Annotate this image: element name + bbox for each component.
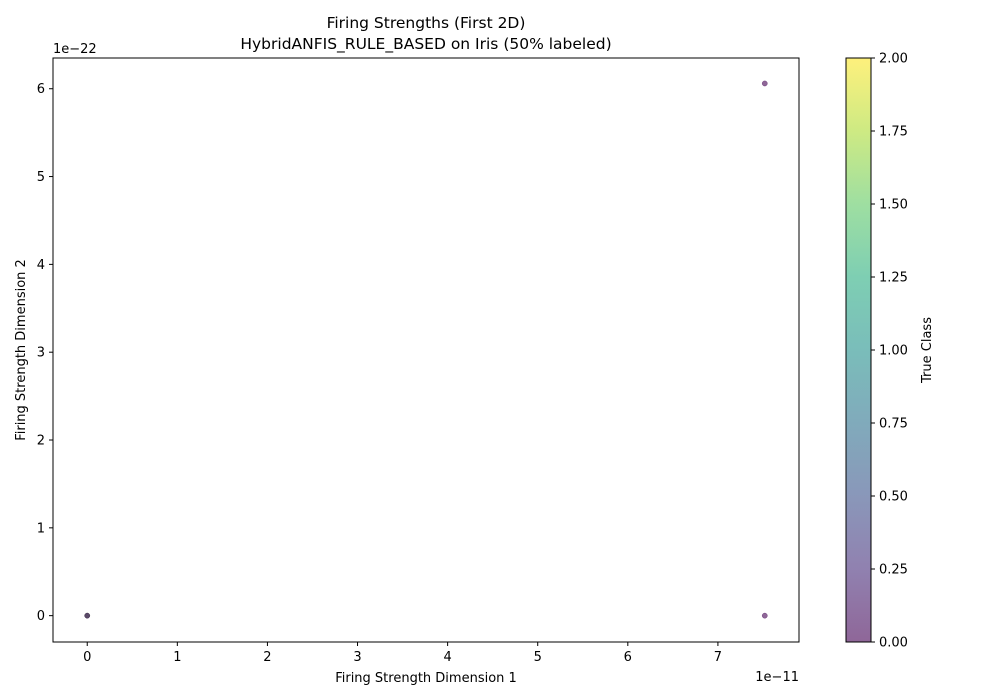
colorbar-ticks: 0.00 0.25 0.50 0.75 1.00 1.25 1.50 1.75 2.00	[871, 52, 908, 651]
y-tick-label: 2	[37, 434, 45, 449]
x-offset-label: 1e−11	[755, 670, 799, 685]
x-tick-label: 3	[353, 650, 361, 665]
colorbar-tick-label: 1.00	[879, 344, 908, 359]
y-tick-label: 6	[37, 82, 45, 97]
x-tick-label: 1	[173, 650, 181, 665]
colorbar-tick-label: 0.50	[879, 490, 908, 505]
x-tick-label: 0	[83, 650, 91, 665]
x-axis-ticks: 0 1 2 3 4 5 6 7	[83, 642, 722, 665]
data-point	[84, 612, 91, 619]
x-tick-label: 2	[263, 650, 271, 665]
y-tick-label: 1	[37, 521, 45, 536]
y-tick-label: 4	[37, 258, 45, 273]
x-tick-label: 5	[534, 650, 542, 665]
colorbar-tick-label: 0.75	[879, 417, 908, 432]
y-axis-label: Firing Strength Dimension 2	[14, 259, 29, 441]
data-point	[761, 612, 768, 619]
colorbar-label: True Class	[920, 317, 935, 384]
plot-area	[84, 80, 768, 619]
data-point	[761, 80, 768, 87]
x-tick-label: 4	[443, 650, 451, 665]
y-tick-label: 0	[37, 609, 45, 624]
x-tick-label: 6	[624, 650, 632, 665]
colorbar-tick-label: 0.25	[879, 563, 908, 578]
colorbar-tick-label: 1.50	[879, 198, 908, 213]
colorbar-tick-label: 1.25	[879, 271, 908, 286]
colorbar	[845, 57, 872, 643]
y-offset-label: 1e−22	[53, 42, 97, 57]
y-axis-ticks: 0 1 2 3 4 5 6	[37, 82, 53, 624]
colorbar-tick-label: 0.00	[879, 636, 908, 651]
chart-title: Firing Strengths (First 2D)	[327, 14, 526, 32]
y-tick-label: 5	[37, 170, 45, 185]
y-tick-label: 3	[37, 346, 45, 361]
x-axis-label: Firing Strength Dimension 1	[335, 671, 517, 686]
colorbar-tick-label: 2.00	[879, 52, 908, 67]
axes-frame	[52, 57, 800, 643]
x-tick-label: 7	[714, 650, 722, 665]
chart-subtitle: HybridANFIS_RULE_BASED on Iris (50% labe…	[240, 35, 611, 54]
colorbar-tick-label: 1.75	[879, 125, 908, 140]
